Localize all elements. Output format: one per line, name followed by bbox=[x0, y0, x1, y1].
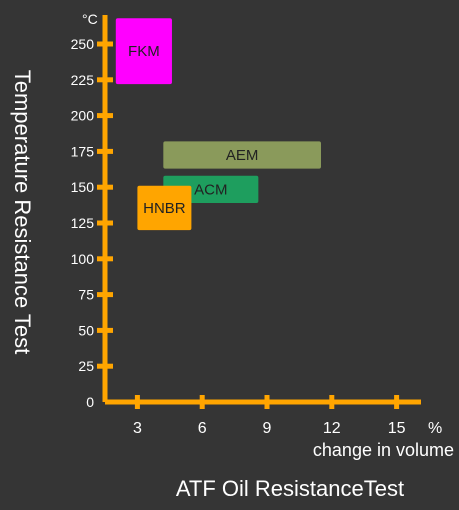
bar-label-hnbr: HNBR bbox=[143, 200, 186, 217]
y-axis-unit: °C bbox=[82, 11, 98, 27]
bar-fkm bbox=[115, 18, 172, 85]
bars-layer: FKM AEM ACM HNBR bbox=[115, 18, 321, 231]
x-tick-label-15: 15 bbox=[388, 420, 406, 437]
y-tick-label-75: 75 bbox=[78, 287, 94, 303]
labels-layer: °C % change in volume Temperature Resist… bbox=[10, 11, 454, 501]
chart-title: ATF Oil ResistanceTest bbox=[176, 476, 404, 501]
y-tick-label-200: 200 bbox=[71, 108, 95, 124]
bar-label-fkm: FKM bbox=[128, 43, 160, 60]
y-tick-label-100: 100 bbox=[71, 251, 95, 267]
x-tick-label-9: 9 bbox=[263, 420, 272, 437]
bar-label-aem: AEM bbox=[226, 147, 259, 164]
bar-hnbr bbox=[137, 185, 192, 231]
y-tick-label-25: 25 bbox=[78, 358, 94, 374]
y-tick-label-225: 225 bbox=[71, 72, 95, 88]
y-tick-label-0: 0 bbox=[86, 394, 94, 410]
bar-label-acm: ACM bbox=[194, 181, 227, 198]
x-tick-label-6: 6 bbox=[198, 420, 207, 437]
y-axis-label: Temperature Resistance Test bbox=[10, 70, 35, 355]
bar-aem bbox=[163, 141, 321, 169]
y-tick-label-175: 175 bbox=[71, 143, 95, 159]
y-tick-label-50: 50 bbox=[78, 322, 94, 338]
x-axis-unit: % bbox=[428, 420, 442, 437]
axes-layer: 0 25 50 75 100 125 150 175 200 225 250 3 6 9 12 15 bbox=[71, 15, 421, 437]
y-tick-label-125: 125 bbox=[71, 215, 95, 231]
x-tick-label-3: 3 bbox=[133, 420, 142, 437]
y-tick-label-250: 250 bbox=[71, 36, 95, 52]
x-axis-label: change in volume bbox=[313, 440, 454, 460]
x-tick-label-12: 12 bbox=[323, 420, 341, 437]
y-tick-label-150: 150 bbox=[71, 179, 95, 195]
